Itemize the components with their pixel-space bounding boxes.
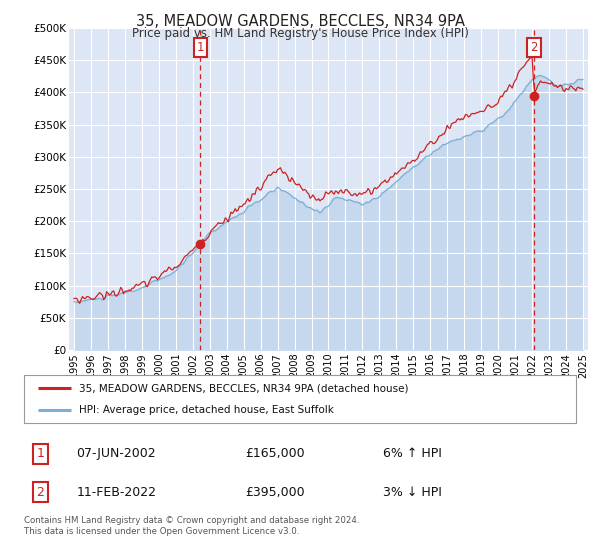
Text: HPI: Average price, detached house, East Suffolk: HPI: Average price, detached house, East… (79, 405, 334, 415)
Text: 6% ↑ HPI: 6% ↑ HPI (383, 447, 442, 460)
Text: 2: 2 (530, 41, 538, 54)
Text: 07-JUN-2002: 07-JUN-2002 (76, 447, 156, 460)
Text: 1: 1 (37, 447, 44, 460)
Text: 35, MEADOW GARDENS, BECCLES, NR34 9PA (detached house): 35, MEADOW GARDENS, BECCLES, NR34 9PA (d… (79, 383, 409, 393)
Text: 35, MEADOW GARDENS, BECCLES, NR34 9PA: 35, MEADOW GARDENS, BECCLES, NR34 9PA (136, 14, 464, 29)
Text: 2: 2 (37, 486, 44, 498)
Text: 11-FEB-2022: 11-FEB-2022 (76, 486, 157, 498)
Text: £395,000: £395,000 (245, 486, 304, 498)
Text: Price paid vs. HM Land Registry's House Price Index (HPI): Price paid vs. HM Land Registry's House … (131, 27, 469, 40)
Text: 3% ↓ HPI: 3% ↓ HPI (383, 486, 442, 498)
Text: 1: 1 (197, 41, 204, 54)
Text: £165,000: £165,000 (245, 447, 304, 460)
Text: Contains HM Land Registry data © Crown copyright and database right 2024.
This d: Contains HM Land Registry data © Crown c… (24, 516, 359, 536)
